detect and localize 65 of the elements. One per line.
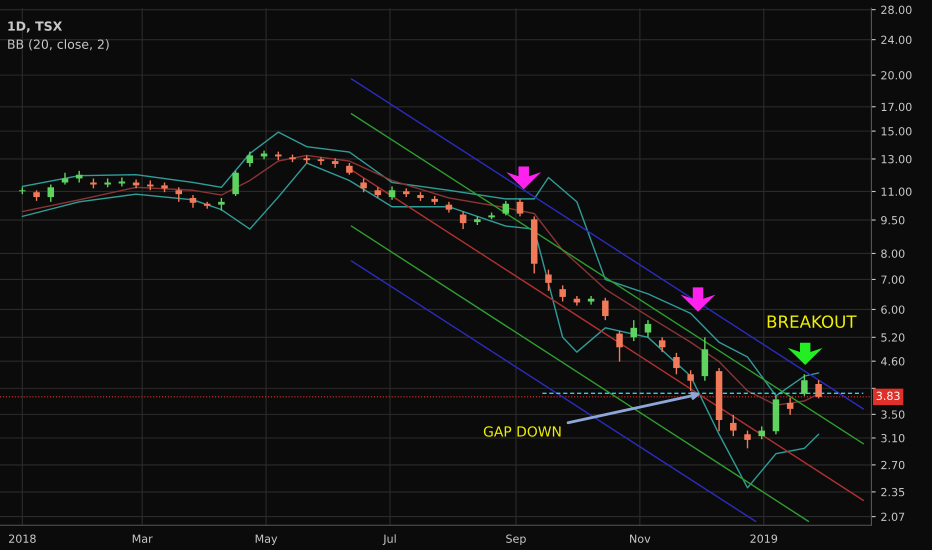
candlestick <box>644 319 652 338</box>
x-tick-label: Mar <box>132 534 153 543</box>
y-tick-label: 8.00 <box>881 249 904 258</box>
candlestick <box>502 200 510 216</box>
y-tick-label: 15.00 <box>882 127 912 136</box>
x-tick-label: Jul <box>382 534 396 545</box>
candlestick <box>246 150 254 168</box>
candlestick <box>360 178 367 193</box>
candlestick <box>147 180 154 191</box>
candlestick <box>346 162 353 176</box>
y-tick-label: 9.50 <box>881 216 904 224</box>
candlestick <box>630 319 638 342</box>
candlestick <box>559 284 566 302</box>
candlestick <box>658 336 666 353</box>
y-tick-label: 2.35 <box>881 488 904 496</box>
candlestick <box>446 201 452 214</box>
candlestick <box>786 397 794 416</box>
candlestick <box>602 297 609 321</box>
candlestick <box>374 186 382 199</box>
y-tick-label: 4.60 <box>880 357 904 366</box>
annotation: GAP DOWN <box>484 426 561 437</box>
y-tick-label: 6.00 <box>881 305 904 314</box>
candlestick <box>801 374 808 397</box>
candlestick <box>460 210 466 230</box>
annotation: BB (20, close, 2) <box>8 39 109 50</box>
candlestick <box>758 426 765 440</box>
candlestick <box>687 370 694 392</box>
candlestick <box>33 190 40 202</box>
y-tick-label: 5.20 <box>881 333 904 342</box>
y-tick-label: 28.00 <box>881 6 912 14</box>
y-tick-label: 24.00 <box>881 36 912 44</box>
y-tick-label: 2.07 <box>881 512 904 521</box>
candlestick <box>673 352 680 375</box>
y-tick-label: 13.00 <box>882 154 912 164</box>
candlestick <box>388 186 396 200</box>
candlestick <box>815 380 822 400</box>
candlestick <box>545 269 552 292</box>
y-tick-label: 7.00 <box>881 275 904 284</box>
y-tick-label: 3.10 <box>881 434 904 442</box>
y-tick-label: 11.00 <box>882 187 912 196</box>
candlestick <box>232 170 239 197</box>
candlestick <box>190 194 196 208</box>
x-tick-label: Sep <box>506 534 526 546</box>
y-tick-label: 2.70 <box>881 460 904 470</box>
candlestick <box>48 184 54 203</box>
candlestick <box>744 430 751 449</box>
y-tick-label: 17.00 <box>882 102 912 112</box>
annotation: BREAKOUT <box>768 315 857 328</box>
candlestick <box>616 330 623 362</box>
y-tick-label: 20.00 <box>881 71 912 80</box>
candlestick <box>76 170 82 184</box>
candlestick <box>161 182 168 193</box>
y-tick-label: 3.50 <box>881 410 904 419</box>
candlestick <box>62 172 68 186</box>
text: 1D, TSX <box>8 21 62 32</box>
candlestick <box>574 295 580 306</box>
candlestick <box>90 178 97 190</box>
candlestick <box>516 198 524 218</box>
candlestick <box>332 158 338 169</box>
candlestick <box>730 414 737 437</box>
ref-line-label: 3.83 <box>876 392 900 400</box>
x-tick-label: 2019 <box>750 534 778 543</box>
x-tick-label: Nov <box>630 534 650 543</box>
x-tick-label: 2018 <box>9 534 36 543</box>
x-tick-label: May <box>256 534 278 546</box>
